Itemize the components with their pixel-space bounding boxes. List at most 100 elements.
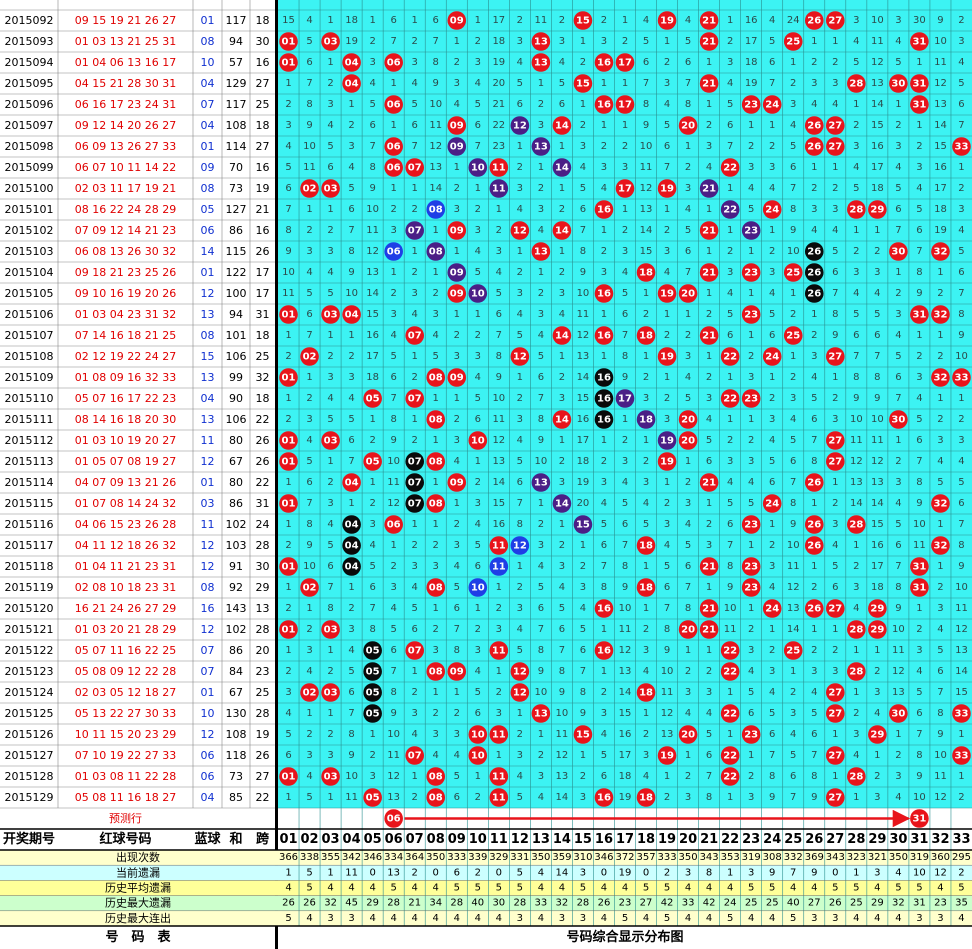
miss-count: 3 — [643, 393, 649, 404]
miss-count: 4 — [327, 519, 333, 530]
miss-count: 2 — [327, 729, 333, 740]
miss-count: 3 — [622, 162, 628, 173]
miss-count: 5 — [390, 351, 396, 362]
ball — [741, 95, 761, 114]
miss-count: 1 — [601, 120, 607, 131]
ball-number: 28 — [849, 625, 863, 636]
miss-count: 7 — [937, 687, 943, 698]
miss-count: 2 — [853, 708, 859, 719]
miss-count: 2 — [748, 624, 754, 635]
miss-count: 2 — [832, 645, 838, 656]
miss-count: 4 — [559, 57, 565, 68]
miss-count: 3 — [790, 393, 796, 404]
stat-value: 32 — [556, 898, 569, 909]
ball-number: 19 — [660, 352, 674, 363]
ball — [489, 179, 509, 198]
miss-count: 5 — [895, 351, 901, 362]
miss-count: 4 — [643, 666, 649, 677]
cell-blue: 01 — [201, 14, 215, 27]
miss-count: 14 — [366, 288, 379, 299]
miss-count: 3 — [327, 372, 333, 383]
miss-count: 18 — [577, 456, 590, 467]
miss-count: 2 — [496, 225, 502, 236]
miss-count: 5 — [706, 435, 712, 446]
miss-count: 2 — [769, 393, 775, 404]
miss-count: 6 — [937, 666, 943, 677]
miss-count: 1 — [643, 351, 649, 362]
ball-number: 27 — [828, 16, 842, 27]
miss-count: 1 — [601, 624, 607, 635]
ball — [384, 242, 403, 261]
miss-count: 9 — [433, 78, 439, 89]
miss-count: 3 — [454, 351, 460, 362]
ball-number: 32 — [933, 499, 947, 510]
miss-count: 2 — [790, 78, 796, 89]
miss-count: 5 — [601, 750, 607, 761]
ball — [826, 704, 845, 723]
stat-value: 5 — [769, 883, 775, 894]
miss-count: 3 — [327, 99, 333, 110]
stat-value: 24 — [724, 898, 737, 909]
miss-count: 5 — [832, 561, 838, 572]
miss-count: 2 — [601, 687, 607, 698]
miss-count: 2 — [538, 99, 544, 110]
ball — [594, 368, 614, 387]
ball-number: 11 — [492, 730, 506, 741]
miss-count: 2 — [685, 162, 691, 173]
miss-count: 7 — [895, 225, 901, 236]
miss-count: 4 — [832, 540, 838, 551]
miss-count: 6 — [496, 309, 502, 320]
miss-count: 4 — [348, 393, 354, 404]
ball-number: 07 — [408, 163, 422, 174]
stat-value: 7 — [790, 867, 796, 878]
miss-count: 3 — [895, 771, 901, 782]
ball — [552, 410, 572, 429]
miss-count: 7 — [475, 141, 481, 152]
miss-count: 5 — [916, 687, 922, 698]
ball-number: 09 — [450, 373, 464, 384]
miss-count: 2 — [811, 645, 817, 656]
miss-count: 1 — [748, 603, 754, 614]
miss-count: 1 — [937, 330, 943, 341]
miss-count: 7 — [790, 792, 796, 803]
ball-number: 22 — [723, 352, 737, 363]
miss-count: 7 — [811, 750, 817, 761]
ball-number: 25 — [786, 37, 800, 48]
stat-value: 4 — [496, 913, 502, 924]
cell-span: 28 — [256, 539, 270, 552]
stat-value: 13 — [387, 867, 400, 878]
miss-count: 4 — [664, 267, 670, 278]
miss-count: 4 — [685, 204, 691, 215]
ball — [931, 494, 950, 513]
column-number: 29 — [868, 832, 886, 847]
miss-count: 2 — [916, 141, 922, 152]
miss-count: 9 — [895, 603, 901, 614]
cell-span: 32 — [256, 371, 270, 384]
miss-count: 2 — [769, 246, 775, 257]
miss-count: 1 — [454, 498, 460, 509]
cell-issue: 2015110 — [5, 392, 54, 405]
ball-number: 07 — [408, 478, 422, 489]
ball — [489, 158, 509, 177]
miss-count: 9 — [958, 330, 964, 341]
miss-count: 7 — [327, 582, 333, 593]
ball-number: 31 — [912, 310, 926, 321]
miss-count: 14 — [640, 225, 653, 236]
ball — [279, 494, 298, 513]
miss-count: 3 — [475, 57, 481, 68]
cell-sum: 67 — [229, 455, 243, 468]
miss-count: 6 — [916, 435, 922, 446]
miss-count: 5 — [454, 582, 460, 593]
cell-issue: 2015106 — [5, 308, 54, 321]
miss-count: 4 — [853, 750, 859, 761]
miss-count: 4 — [916, 393, 922, 404]
miss-count: 1 — [559, 435, 565, 446]
cell-issue: 2015101 — [5, 203, 54, 216]
miss-count: 4 — [790, 120, 796, 131]
ball-number: 16 — [597, 289, 611, 300]
cell-sum: 143 — [226, 602, 247, 615]
stat-value: 355 — [321, 852, 340, 863]
miss-count: 10 — [387, 456, 400, 467]
miss-count: 8 — [895, 582, 901, 593]
ball — [720, 641, 740, 660]
